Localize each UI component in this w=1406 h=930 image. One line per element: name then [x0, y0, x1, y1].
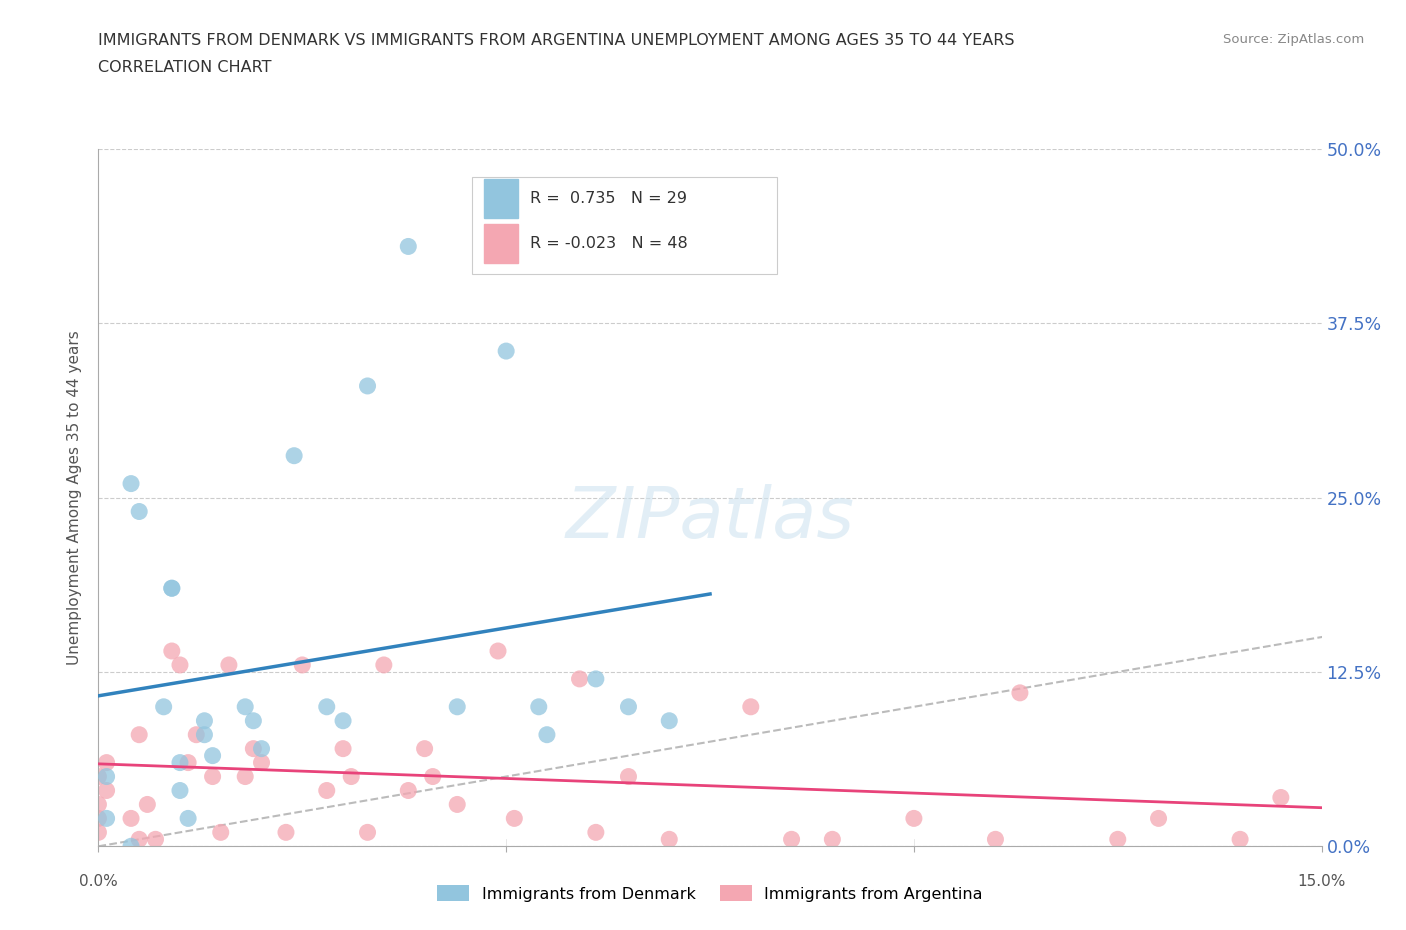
Point	[503, 811, 526, 826]
Point	[274, 825, 297, 840]
FancyBboxPatch shape	[471, 177, 778, 274]
Text: 15.0%: 15.0%	[1298, 874, 1346, 889]
Point	[96, 755, 118, 770]
Text: ZIPatlas: ZIPatlas	[565, 484, 855, 553]
Point	[413, 741, 436, 756]
Point	[1008, 685, 1031, 700]
Point	[169, 755, 191, 770]
Point	[120, 839, 142, 854]
Point	[128, 504, 150, 519]
Point	[1147, 811, 1170, 826]
Point	[233, 699, 256, 714]
Point	[96, 811, 118, 826]
Point	[396, 239, 419, 254]
Point	[96, 783, 118, 798]
Point	[315, 699, 337, 714]
Point	[617, 769, 640, 784]
Text: R = -0.023   N = 48: R = -0.023 N = 48	[530, 236, 688, 251]
Point	[1107, 832, 1129, 847]
Point	[658, 832, 681, 847]
Point	[160, 580, 183, 596]
Point	[87, 797, 110, 812]
Point	[356, 825, 378, 840]
Point	[96, 769, 118, 784]
Point	[87, 825, 110, 840]
Point	[177, 755, 200, 770]
Point	[242, 741, 264, 756]
Point	[486, 644, 509, 658]
Point	[120, 476, 142, 491]
Point	[169, 658, 191, 672]
Point	[446, 797, 468, 812]
Point	[145, 832, 167, 847]
Point	[527, 699, 550, 714]
Point	[128, 832, 150, 847]
Point	[617, 699, 640, 714]
Point	[1229, 832, 1251, 847]
Text: Source: ZipAtlas.com: Source: ZipAtlas.com	[1223, 33, 1364, 46]
Point	[120, 811, 142, 826]
Point	[356, 379, 378, 393]
Legend: Immigrants from Denmark, Immigrants from Argentina: Immigrants from Denmark, Immigrants from…	[430, 879, 990, 908]
Point	[128, 727, 150, 742]
Point	[87, 811, 110, 826]
Point	[250, 741, 273, 756]
Point	[291, 658, 314, 672]
Y-axis label: Unemployment Among Ages 35 to 44 years: Unemployment Among Ages 35 to 44 years	[67, 330, 83, 665]
Text: 0.0%: 0.0%	[79, 874, 118, 889]
FancyBboxPatch shape	[484, 179, 517, 218]
Point	[373, 658, 395, 672]
Point	[446, 699, 468, 714]
Point	[495, 344, 517, 359]
Point	[315, 783, 337, 798]
Point	[250, 755, 273, 770]
Point	[201, 769, 224, 784]
Point	[332, 713, 354, 728]
Point	[218, 658, 240, 672]
Point	[332, 741, 354, 756]
Point	[160, 580, 183, 596]
Point	[233, 769, 256, 784]
Point	[283, 448, 305, 463]
Point	[136, 797, 159, 812]
FancyBboxPatch shape	[484, 224, 517, 262]
Point	[169, 783, 191, 798]
Point	[242, 713, 264, 728]
Point	[186, 727, 208, 742]
Point	[821, 832, 844, 847]
Point	[740, 699, 762, 714]
Point	[152, 699, 174, 714]
Point	[984, 832, 1007, 847]
Point	[201, 748, 224, 763]
Point	[585, 825, 607, 840]
Point	[87, 769, 110, 784]
Text: R =  0.735   N = 29: R = 0.735 N = 29	[530, 191, 688, 206]
Point	[177, 811, 200, 826]
Point	[396, 783, 419, 798]
Text: CORRELATION CHART: CORRELATION CHART	[98, 60, 271, 75]
Text: IMMIGRANTS FROM DENMARK VS IMMIGRANTS FROM ARGENTINA UNEMPLOYMENT AMONG AGES 35 : IMMIGRANTS FROM DENMARK VS IMMIGRANTS FR…	[98, 33, 1015, 47]
Point	[1270, 790, 1292, 805]
Point	[340, 769, 363, 784]
Point	[536, 727, 558, 742]
Point	[658, 713, 681, 728]
Point	[160, 644, 183, 658]
Point	[585, 671, 607, 686]
Point	[422, 769, 444, 784]
Point	[193, 713, 215, 728]
Point	[193, 727, 215, 742]
Point	[209, 825, 232, 840]
Point	[903, 811, 925, 826]
Point	[780, 832, 803, 847]
Point	[568, 671, 591, 686]
